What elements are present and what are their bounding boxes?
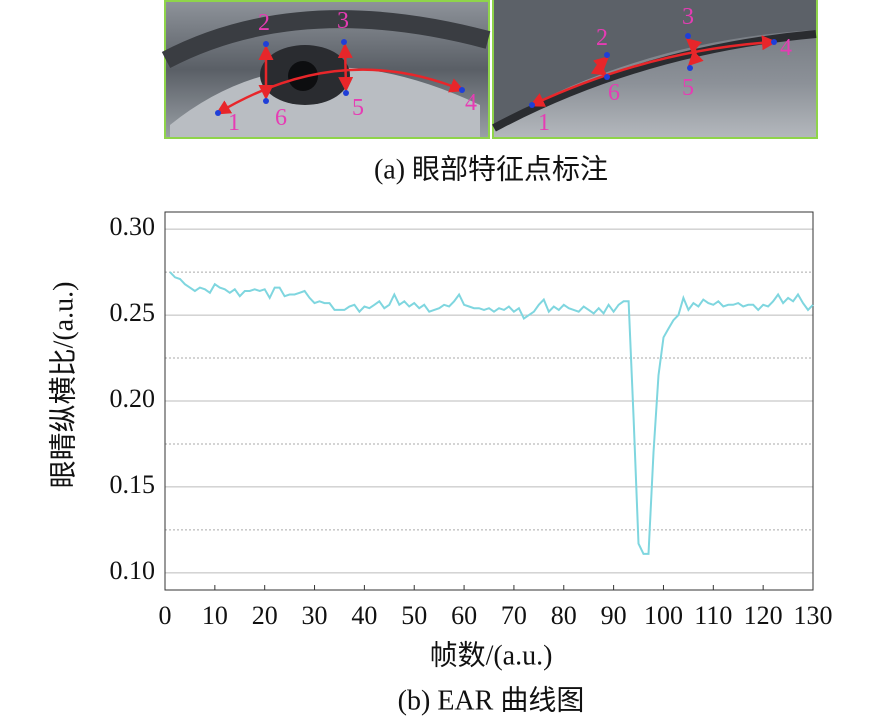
point-label: 3 bbox=[337, 8, 349, 34]
x-tick-label: 90 bbox=[601, 601, 627, 630]
point-label: 6 bbox=[275, 105, 287, 131]
point-label: 2 bbox=[596, 25, 608, 51]
point-label: 5 bbox=[682, 75, 694, 101]
x-tick-label: 10 bbox=[202, 601, 228, 630]
x-tick-label: 50 bbox=[401, 601, 427, 630]
line-series bbox=[169, 271, 814, 555]
x-tick-label: 110 bbox=[694, 601, 732, 630]
caption-b: (b) EAR 曲线图 bbox=[398, 684, 585, 716]
eye-photo-left bbox=[161, 0, 491, 139]
y-tick-label: 0.20 bbox=[110, 384, 156, 413]
x-tick-label: 120 bbox=[744, 601, 783, 630]
point-label: 2 bbox=[258, 10, 270, 36]
x-tick-label: 20 bbox=[252, 601, 278, 630]
x-tick-label: 60 bbox=[451, 601, 477, 630]
point-label: 1 bbox=[538, 110, 550, 136]
x-axis-label: 帧数/(a.u.) bbox=[430, 639, 553, 671]
y-axis-label: 眼睛纵横比/(a.u.) bbox=[47, 282, 79, 489]
plot-frame bbox=[164, 211, 814, 591]
eye-photo-right bbox=[492, 0, 818, 139]
x-tick-label: 40 bbox=[351, 601, 377, 630]
point-label: 4 bbox=[465, 90, 477, 116]
caption-a: (a) 眼部特征点标注 bbox=[374, 153, 608, 185]
point-label: 1 bbox=[228, 110, 240, 136]
y-tick-label: 0.30 bbox=[110, 212, 156, 241]
x-tick-label: 30 bbox=[302, 601, 328, 630]
point-label: 3 bbox=[682, 4, 694, 30]
point-label: 5 bbox=[352, 95, 364, 121]
point-label: 4 bbox=[780, 35, 792, 61]
x-tick-label: 0 bbox=[159, 601, 172, 630]
x-tick-label: 130 bbox=[794, 601, 833, 630]
y-tick-label: 0.25 bbox=[110, 298, 156, 327]
x-tick-label: 80 bbox=[551, 601, 577, 630]
point-label: 6 bbox=[608, 80, 620, 106]
x-tick-label: 100 bbox=[644, 601, 683, 630]
y-tick-label: 0.15 bbox=[110, 470, 156, 499]
x-tick-label: 70 bbox=[501, 601, 527, 630]
y-tick-label: 0.10 bbox=[110, 556, 156, 585]
